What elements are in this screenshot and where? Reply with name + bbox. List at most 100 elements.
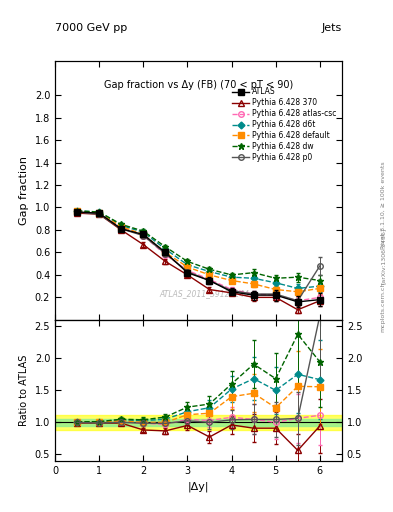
Text: Jets: Jets xyxy=(321,23,342,33)
Pythia 6.428 default xyxy=(251,281,256,287)
Pythia 6.428 370 xyxy=(75,210,79,216)
Pythia 6.428 d6t xyxy=(229,274,234,280)
Pythia 6.428 d6t xyxy=(75,208,79,214)
Line: Pythia 6.428 default: Pythia 6.428 default xyxy=(74,208,323,294)
Pythia 6.428 atlas-csc xyxy=(163,251,168,258)
Pythia 6.428 dw xyxy=(207,266,212,272)
Pythia 6.428 p0 xyxy=(274,291,278,297)
Pythia 6.428 d6t xyxy=(207,268,212,274)
Pythia 6.428 d6t xyxy=(141,229,146,236)
Y-axis label: Gap fraction: Gap fraction xyxy=(19,156,29,225)
Pythia 6.428 p0 xyxy=(163,250,168,257)
Pythia 6.428 p0 xyxy=(141,232,146,239)
Line: Pythia 6.428 p0: Pythia 6.428 p0 xyxy=(74,209,323,304)
Line: Pythia 6.428 370: Pythia 6.428 370 xyxy=(74,210,323,312)
ATLAS xyxy=(97,210,101,216)
Pythia 6.428 default xyxy=(207,272,212,278)
Pythia 6.428 atlas-csc xyxy=(296,297,300,304)
Pythia 6.428 dw xyxy=(185,259,190,265)
Pythia 6.428 dw xyxy=(119,221,123,227)
Pythia 6.428 p0 xyxy=(207,278,212,284)
Pythia 6.428 atlas-csc xyxy=(185,267,190,273)
Pythia 6.428 atlas-csc xyxy=(229,286,234,292)
ATLAS xyxy=(207,278,212,284)
Bar xyxy=(55,418,342,426)
Legend: ATLAS, Pythia 6.428 370, Pythia 6.428 atlas-csc, Pythia 6.428 d6t, Pythia 6.428 : ATLAS, Pythia 6.428 370, Pythia 6.428 at… xyxy=(231,86,338,163)
ATLAS xyxy=(75,209,79,215)
Pythia 6.428 dw xyxy=(229,272,234,278)
Pythia 6.428 default xyxy=(296,289,300,295)
Pythia 6.428 default xyxy=(185,264,190,270)
Pythia 6.428 atlas-csc xyxy=(75,209,79,215)
Text: Gap fraction vs Δy (FB) (70 < pT < 90): Gap fraction vs Δy (FB) (70 < pT < 90) xyxy=(104,79,293,90)
Pythia 6.428 p0 xyxy=(251,291,256,297)
Pythia 6.428 p0 xyxy=(97,211,101,217)
Pythia 6.428 atlas-csc xyxy=(251,291,256,297)
Pythia 6.428 p0 xyxy=(296,297,300,304)
ATLAS xyxy=(229,289,234,295)
Pythia 6.428 370 xyxy=(251,294,256,301)
Pythia 6.428 370 xyxy=(296,307,300,313)
Pythia 6.428 dw xyxy=(296,274,300,280)
Pythia 6.428 d6t xyxy=(119,222,123,228)
Pythia 6.428 d6t xyxy=(163,246,168,252)
ATLAS xyxy=(185,270,190,276)
Pythia 6.428 370 xyxy=(141,242,146,248)
Pythia 6.428 default xyxy=(141,231,146,238)
Text: 7000 GeV pp: 7000 GeV pp xyxy=(55,23,127,33)
Pythia 6.428 d6t xyxy=(274,280,278,286)
Pythia 6.428 370 xyxy=(318,297,322,304)
Pythia 6.428 d6t xyxy=(185,262,190,268)
Pythia 6.428 dw xyxy=(75,208,79,214)
Pythia 6.428 dw xyxy=(163,244,168,250)
ATLAS xyxy=(163,249,168,255)
Pythia 6.428 d6t xyxy=(318,283,322,289)
ATLAS xyxy=(141,231,146,238)
Pythia 6.428 370 xyxy=(274,294,278,301)
Pythia 6.428 default xyxy=(274,286,278,292)
Line: Pythia 6.428 dw: Pythia 6.428 dw xyxy=(73,207,323,284)
Pythia 6.428 dw xyxy=(141,228,146,234)
Text: ATLAS_2011_S9126244: ATLAS_2011_S9126244 xyxy=(159,289,249,298)
Pythia 6.428 atlas-csc xyxy=(141,232,146,239)
ATLAS xyxy=(119,226,123,232)
Text: [arXiv:1306.3436]: [arXiv:1306.3436] xyxy=(381,228,386,284)
Pythia 6.428 dw xyxy=(318,278,322,284)
Pythia 6.428 p0 xyxy=(229,288,234,294)
ATLAS xyxy=(296,299,300,305)
Pythia 6.428 dw xyxy=(97,209,101,215)
Pythia 6.428 default xyxy=(163,249,168,255)
Text: mcplots.cern.ch: mcplots.cern.ch xyxy=(381,282,386,332)
Pythia 6.428 default xyxy=(119,224,123,230)
Pythia 6.428 default xyxy=(75,208,79,214)
Pythia 6.428 atlas-csc xyxy=(119,225,123,231)
Pythia 6.428 370 xyxy=(163,259,168,265)
X-axis label: |Δy|: |Δy| xyxy=(188,481,209,492)
Pythia 6.428 370 xyxy=(185,272,190,278)
Pythia 6.428 p0 xyxy=(185,268,190,274)
Pythia 6.428 atlas-csc xyxy=(318,294,322,301)
ATLAS xyxy=(274,292,278,298)
ATLAS xyxy=(251,292,256,298)
Pythia 6.428 default xyxy=(229,278,234,284)
Pythia 6.428 p0 xyxy=(119,226,123,232)
Pythia 6.428 d6t xyxy=(251,275,256,282)
Pythia 6.428 370 xyxy=(97,211,101,217)
Line: Pythia 6.428 atlas-csc: Pythia 6.428 atlas-csc xyxy=(74,209,323,304)
ATLAS xyxy=(318,296,322,303)
Pythia 6.428 370 xyxy=(207,286,212,292)
Line: ATLAS: ATLAS xyxy=(74,209,323,305)
Text: Rivet 3.1.10, ≥ 100k events: Rivet 3.1.10, ≥ 100k events xyxy=(381,161,386,249)
Pythia 6.428 p0 xyxy=(75,209,79,215)
Bar xyxy=(55,415,342,430)
Line: Pythia 6.428 d6t: Pythia 6.428 d6t xyxy=(75,208,322,291)
Pythia 6.428 dw xyxy=(251,270,256,276)
Pythia 6.428 atlas-csc xyxy=(274,292,278,298)
Pythia 6.428 370 xyxy=(119,227,123,233)
Pythia 6.428 d6t xyxy=(97,209,101,215)
Pythia 6.428 p0 xyxy=(318,263,322,269)
Pythia 6.428 dw xyxy=(274,275,278,282)
Pythia 6.428 370 xyxy=(229,290,234,296)
Pythia 6.428 default xyxy=(318,285,322,291)
Pythia 6.428 atlas-csc xyxy=(207,276,212,283)
